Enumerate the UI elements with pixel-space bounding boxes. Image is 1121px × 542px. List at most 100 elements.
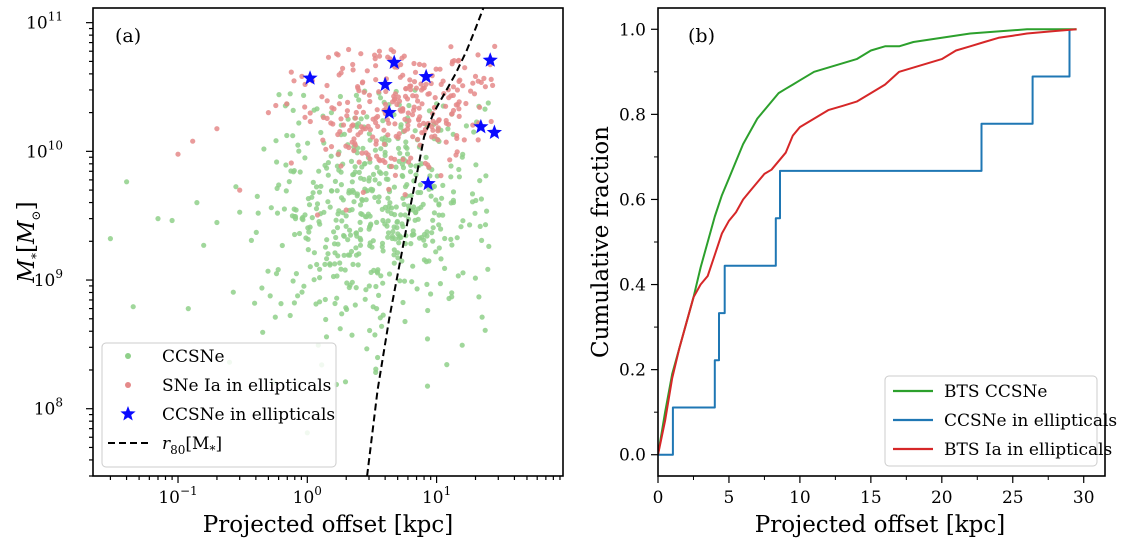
scatter-point [435,137,441,143]
scatter-point [409,112,416,118]
scatter-point [407,77,413,83]
scatter-point [349,179,355,185]
scatter-point [347,227,353,233]
scatter-point [302,155,308,161]
scatter-point [473,162,479,168]
scatter-point [346,284,352,291]
scatter-point [370,187,376,193]
scatter-point [404,96,411,102]
scatter-point [292,231,298,238]
scatter-point [322,261,328,267]
scatter-point [380,280,386,286]
scatter-point [338,169,344,175]
scatter-point [424,383,431,389]
scatter-point [484,208,490,214]
scatter-point [306,229,312,235]
scatter-point [415,98,421,104]
scatter-point [336,208,342,214]
scatter-point [472,73,479,79]
scatter-point [365,152,371,158]
panel-a-x-ticks: 10−1 100 101 [109,476,561,508]
scatter-point [352,140,358,146]
scatter-point [429,124,435,130]
scatter-point [471,91,478,97]
scatter-point [432,95,438,101]
scatter-point [460,270,466,276]
scatter-point [378,146,384,152]
scatter-point [360,79,366,85]
scatter-point [433,197,439,203]
scatter-point [356,97,362,103]
scatter-point [376,53,383,59]
scatter-point [440,212,446,218]
scatter-point [275,267,281,273]
legend-r80-label: r80[M*] [162,434,222,457]
scatter-point [379,244,385,250]
scatter-point [194,200,200,206]
scatter-point [394,101,400,108]
scatter-point [356,169,362,175]
scatter-point [373,77,379,83]
scatter-point [364,346,370,352]
scatter-point [317,266,323,272]
scatter-point [483,173,489,179]
scatter-point [364,214,370,220]
scatter-point [364,68,370,74]
scatter-point [430,225,436,231]
scatter-point [389,163,395,169]
panel-b-y-axis-label: Cumulative fraction [588,126,614,358]
scatter-point [472,210,478,216]
scatter-point [460,218,466,224]
scatter-point [468,88,474,94]
scatter-point [418,81,424,87]
scatter-point [455,273,461,279]
scatter-point [353,252,360,258]
scatter-point [325,251,331,257]
scatter-point [345,99,351,105]
scatter-point [456,174,462,180]
scatter-point [366,131,372,137]
scatter-point [273,102,279,109]
scatter-point [414,286,420,292]
panel-b-data-layer [658,28,1077,456]
panel-b-x-axis-label: Projected offset [kpc] [755,512,1005,538]
scatter-point [442,235,448,242]
scatter-point [359,150,365,156]
scatter-point [356,104,362,110]
scatter-point [268,205,274,211]
scatter-point [470,80,476,86]
scatter-point [385,54,391,60]
scatter-point [386,120,392,126]
scatter-point [458,224,464,230]
panel-b: 0 5 10 15 20 25 30 0.0 0.2 0.4 0.6 0.8 1.0 (b) Proj… [588,7,1117,538]
scatter-point [467,222,473,228]
scatter-point [372,56,378,62]
scatter-point [283,188,289,194]
legend-ccsne-label: CCSNe [162,347,225,367]
scatter-point [332,261,338,267]
scatter-point [360,189,366,195]
scatter-point [492,43,498,50]
scatter-point [450,84,456,90]
scatter-point [476,294,482,300]
scatter-point [327,204,333,210]
scatter-point [438,226,444,232]
scatter-point [402,318,408,325]
scatter-point [372,194,378,200]
scatter-point [355,262,361,268]
scatter-point [392,212,398,218]
scatter-point [322,296,328,303]
scatter-point [337,129,343,135]
scatter-point [433,249,439,255]
scatter-point [453,102,459,108]
scatter-point [362,296,368,302]
scatter-point [391,224,397,230]
scatter-point [416,61,423,67]
scatter-point [313,206,320,212]
star-point [381,104,397,120]
scatter-point [482,106,488,112]
scatter-point [272,314,278,320]
scatter-point [379,136,385,142]
scatter-point [373,283,379,290]
